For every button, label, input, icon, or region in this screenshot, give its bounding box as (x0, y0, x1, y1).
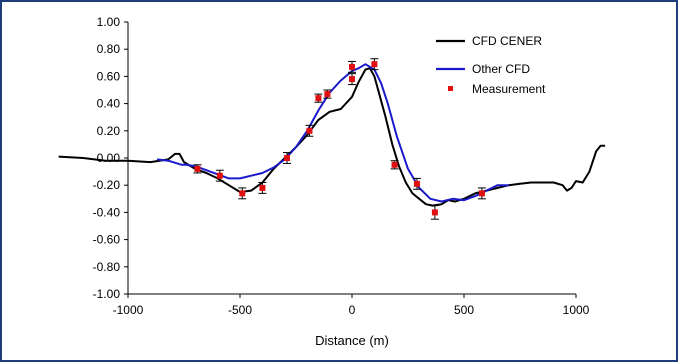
measurement-point (348, 60, 356, 73)
legend-marker-measurement (448, 86, 453, 91)
legend: CFD CENER Other CFD Measurement (436, 34, 546, 96)
measurement-point (258, 181, 267, 194)
y-tick-label: -0.20 (93, 178, 121, 192)
x-axis-ticks: -1000 -500 0 500 1000 (113, 294, 590, 317)
y-tick-label: 0.80 (97, 42, 121, 56)
legend-label-other-cfd: Other CFD (472, 62, 530, 76)
x-tick-label: 500 (454, 303, 474, 317)
legend-label-measurement: Measurement (472, 82, 546, 96)
y-tick-label: 0.60 (97, 69, 121, 83)
measurement-point (215, 169, 224, 182)
series-line-other-cfd (156, 63, 509, 203)
measurement-point (283, 152, 292, 164)
measurement-point (412, 177, 421, 190)
measurement-point (305, 124, 314, 137)
measurement-point (370, 58, 379, 71)
y-tick-label: -0.40 (93, 205, 121, 219)
y-axis-ticks: 1.00 0.80 0.60 0.40 0.20 0.00 -0.20 -0.40 -0.60 -… (93, 15, 128, 301)
measurement-point (477, 187, 486, 200)
y-tick-label: 1.00 (97, 15, 121, 29)
measurement-markers (193, 58, 486, 220)
measurement-point (314, 93, 323, 103)
y-tick-label: 0.00 (97, 151, 121, 165)
x-axis-label: Distance (m) (315, 333, 389, 348)
y-tick-label: -0.80 (93, 260, 121, 274)
measurement-point (390, 160, 399, 170)
measurement-point (323, 89, 332, 99)
x-tick-label: 1000 (563, 303, 590, 317)
x-tick-label: 0 (349, 303, 356, 317)
measurement-point (193, 164, 202, 174)
measurement-point (348, 73, 356, 86)
x-tick-label: -1000 (113, 303, 144, 317)
y-tick-label: 0.20 (97, 124, 121, 138)
y-tick-label: -1.00 (93, 287, 121, 301)
y-tick-label: -0.60 (93, 233, 121, 247)
series-line-cfd-cener (58, 67, 606, 207)
y-tick-label: 0.40 (97, 97, 121, 111)
measurement-point (238, 187, 247, 200)
legend-label-cfd-cener: CFD CENER (472, 34, 542, 48)
x-tick-label: -500 (228, 303, 252, 317)
measurement-point (430, 205, 439, 220)
